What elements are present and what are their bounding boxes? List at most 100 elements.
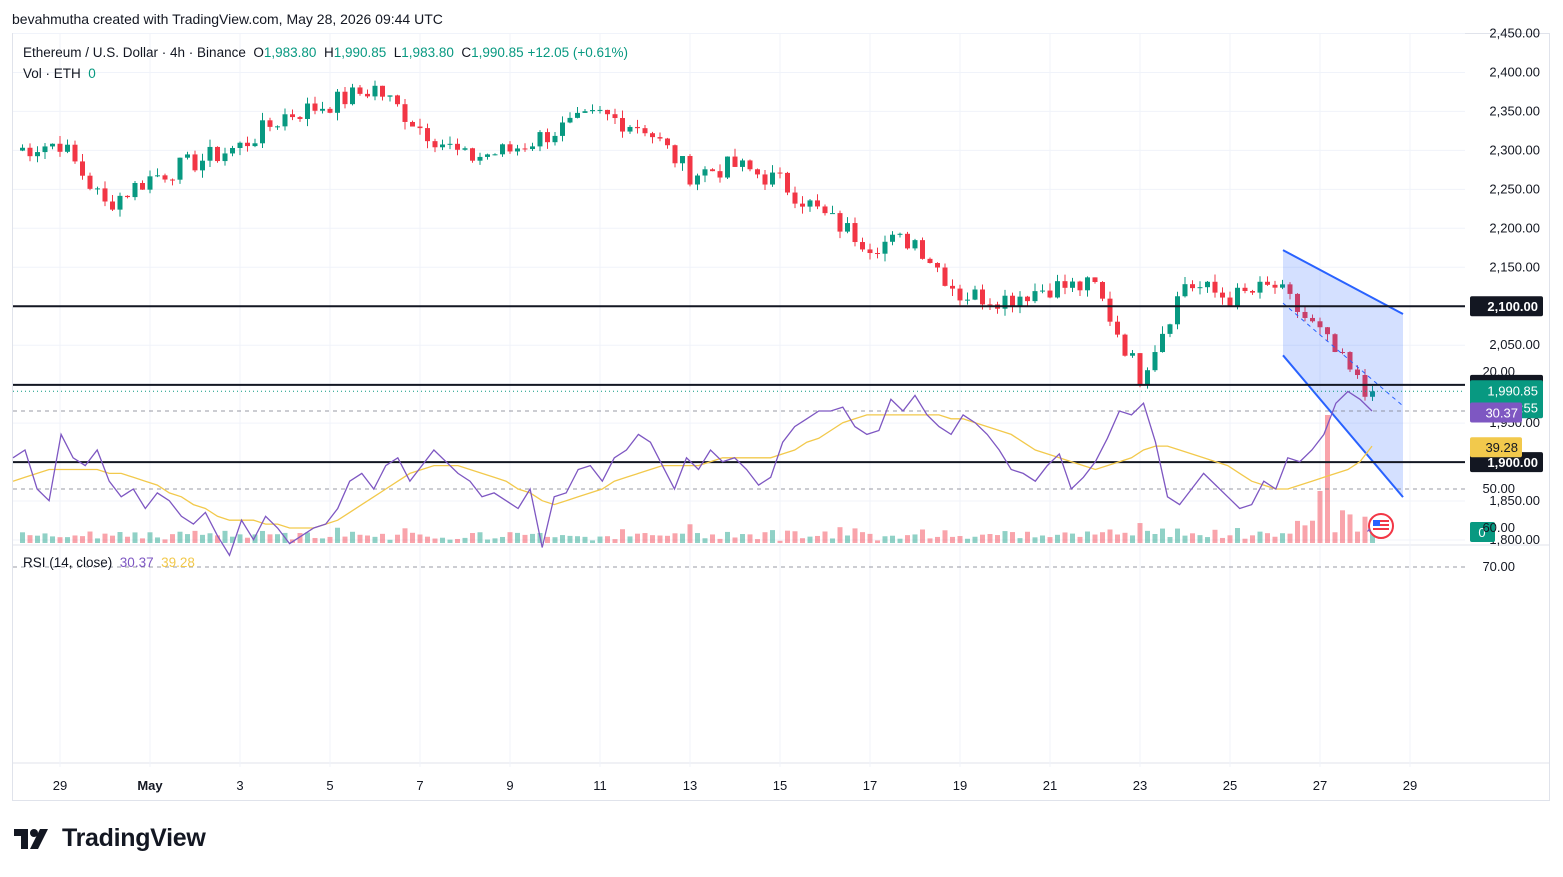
candle-body bbox=[1355, 369, 1360, 376]
close-value: 1,990.85 bbox=[471, 45, 524, 60]
time-axis-label: 9 bbox=[506, 778, 513, 793]
volume-bar bbox=[777, 540, 783, 543]
volume-bar bbox=[575, 536, 580, 543]
candle-body bbox=[1167, 324, 1173, 334]
volume-bar bbox=[80, 536, 85, 543]
volume-bar bbox=[207, 533, 213, 543]
volume-bar bbox=[477, 532, 483, 543]
candle-body bbox=[642, 128, 648, 134]
volume-bar bbox=[807, 536, 813, 543]
volume-bar bbox=[792, 531, 798, 543]
rsi-axis-label: 50.00 bbox=[1482, 481, 1515, 496]
tradingview-logo-text: TradingView bbox=[62, 824, 206, 852]
level-price-label: 1,900.00 bbox=[1487, 455, 1538, 470]
volume-bar bbox=[1302, 525, 1308, 543]
candle-body bbox=[357, 87, 363, 94]
candle-body bbox=[447, 143, 453, 145]
candle-body bbox=[785, 172, 790, 193]
volume-bar bbox=[27, 535, 33, 543]
candle-body bbox=[335, 91, 340, 113]
candle-body bbox=[1002, 295, 1008, 309]
candle-body bbox=[267, 120, 273, 127]
candle-body bbox=[80, 161, 85, 176]
volume-bar bbox=[1092, 534, 1098, 543]
rsi-tag-label: 30.37 bbox=[1485, 405, 1518, 420]
rsi-axis-label: 60.00 bbox=[1482, 520, 1515, 535]
candle-body bbox=[132, 182, 138, 198]
volume-bar bbox=[1055, 534, 1060, 543]
candle-body bbox=[432, 141, 438, 148]
volume-bar bbox=[785, 530, 790, 543]
candle-body bbox=[1107, 298, 1113, 322]
rsi-ma-line bbox=[12, 414, 1373, 529]
candle-body bbox=[350, 87, 355, 105]
volume-bar bbox=[1047, 537, 1053, 543]
volume-bar bbox=[1227, 535, 1233, 543]
time-axis-label: 15 bbox=[773, 778, 787, 793]
volume-bar bbox=[1160, 528, 1165, 543]
candle-body bbox=[710, 169, 715, 172]
volume-bar bbox=[365, 535, 370, 543]
candle-body bbox=[290, 114, 295, 118]
candle-body bbox=[27, 147, 33, 157]
time-axis-label: 25 bbox=[1223, 778, 1237, 793]
candle-body bbox=[680, 156, 685, 164]
volume-bar bbox=[717, 538, 723, 543]
volume-bar bbox=[1115, 534, 1120, 543]
volume-bar bbox=[702, 538, 708, 543]
volume-bar bbox=[1242, 538, 1248, 543]
volume-bar bbox=[515, 532, 520, 543]
volume-bar bbox=[402, 528, 408, 543]
candle-body bbox=[1040, 290, 1045, 292]
candle-body bbox=[207, 146, 213, 161]
symbol-label[interactable]: Ethereum / U.S. Dollar · 4h · Binance bbox=[23, 45, 246, 60]
candle-body bbox=[402, 104, 408, 122]
high-value: 1,990.85 bbox=[333, 45, 387, 60]
volume-bar bbox=[485, 539, 490, 543]
volume-bar bbox=[1100, 532, 1105, 543]
volume-bar bbox=[312, 537, 318, 543]
volume-bar bbox=[95, 538, 100, 543]
tradingview-logo[interactable]: TradingView bbox=[14, 824, 206, 853]
candle-body bbox=[1310, 317, 1315, 322]
volume-bar bbox=[1257, 531, 1263, 543]
volume-bar bbox=[522, 534, 528, 543]
rsi-axis-label: 70.00 bbox=[1482, 559, 1515, 574]
volume-bar bbox=[890, 535, 895, 543]
candle-body bbox=[1272, 284, 1278, 288]
candle-body bbox=[110, 201, 115, 210]
candle-body bbox=[1182, 284, 1188, 297]
volume-bar bbox=[297, 533, 303, 543]
volume-bar bbox=[117, 532, 123, 543]
candle-body bbox=[395, 95, 400, 105]
candle-body bbox=[170, 179, 175, 181]
candle-body bbox=[440, 144, 445, 148]
candle-body bbox=[627, 126, 633, 132]
volume-bar bbox=[672, 533, 678, 543]
volume-label[interactable]: Vol · ETH bbox=[23, 66, 81, 81]
level-price-tag bbox=[1470, 296, 1543, 317]
volume-bar bbox=[395, 534, 400, 543]
rsi-label[interactable]: RSI (14, close) bbox=[23, 555, 113, 570]
volume-bar bbox=[1152, 534, 1158, 543]
volume-bar bbox=[1122, 532, 1128, 543]
candle-body bbox=[1100, 282, 1105, 299]
candle-body bbox=[732, 156, 738, 167]
candle-body bbox=[95, 188, 100, 190]
us-flag-icon[interactable] bbox=[1365, 513, 1395, 541]
candle-body bbox=[1055, 281, 1060, 298]
volume-bar bbox=[927, 538, 933, 543]
candle-body bbox=[312, 103, 318, 111]
candle-body bbox=[950, 285, 955, 289]
candle-body bbox=[155, 175, 160, 177]
volume-bar bbox=[650, 535, 655, 543]
channel-lower-line bbox=[1282, 354, 1404, 498]
candle-body bbox=[215, 146, 220, 162]
volume-value: 0 bbox=[88, 66, 96, 81]
candle-body bbox=[147, 176, 153, 190]
volume-bar bbox=[995, 535, 1000, 543]
candle-body bbox=[612, 114, 618, 119]
candle-body bbox=[522, 148, 528, 150]
price-axis-label: 2,200.00 bbox=[1489, 220, 1540, 235]
